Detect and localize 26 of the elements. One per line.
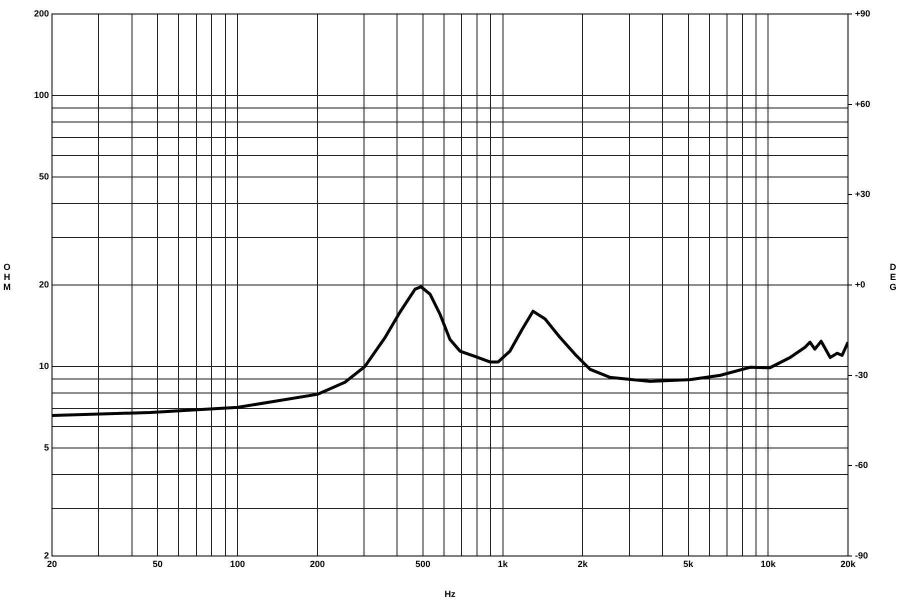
y-tick-label: 2 xyxy=(44,550,49,560)
y2-axis-title: DEG xyxy=(888,262,898,292)
x-tick-label: 1k xyxy=(498,558,509,569)
x-tick-label: 200 xyxy=(310,558,325,569)
y-tick-label: 200 xyxy=(34,8,49,18)
y-axis-title: OHM xyxy=(2,262,12,292)
y2-tick-label: +30 xyxy=(855,189,870,200)
x-tick-label: 500 xyxy=(415,558,430,569)
y2-tick-label: -30 xyxy=(855,370,868,380)
x-tick-label: 100 xyxy=(230,558,245,569)
x-tick-label: 10k xyxy=(760,558,777,569)
y2-tick-label: -90 xyxy=(855,550,868,560)
y-tick-label: 5 xyxy=(44,442,49,453)
x-tick-label: 20k xyxy=(840,558,856,569)
x-tick-label: 2k xyxy=(578,558,589,569)
x-axis-title: Hz xyxy=(444,589,456,600)
y-tick-label: 10 xyxy=(38,361,49,372)
x-tick-label: 5k xyxy=(683,558,694,569)
y2-tick-label: +90 xyxy=(855,8,870,18)
y2-tick-label: -60 xyxy=(855,460,868,470)
y2-tick-label: +0 xyxy=(855,279,866,290)
y-tick-label: 20 xyxy=(38,279,49,290)
y-tick-label: 100 xyxy=(34,90,49,100)
x-tick-label: 50 xyxy=(152,558,163,569)
y-tick-label: 50 xyxy=(38,172,49,182)
y2-tick-label: +60 xyxy=(855,98,870,109)
